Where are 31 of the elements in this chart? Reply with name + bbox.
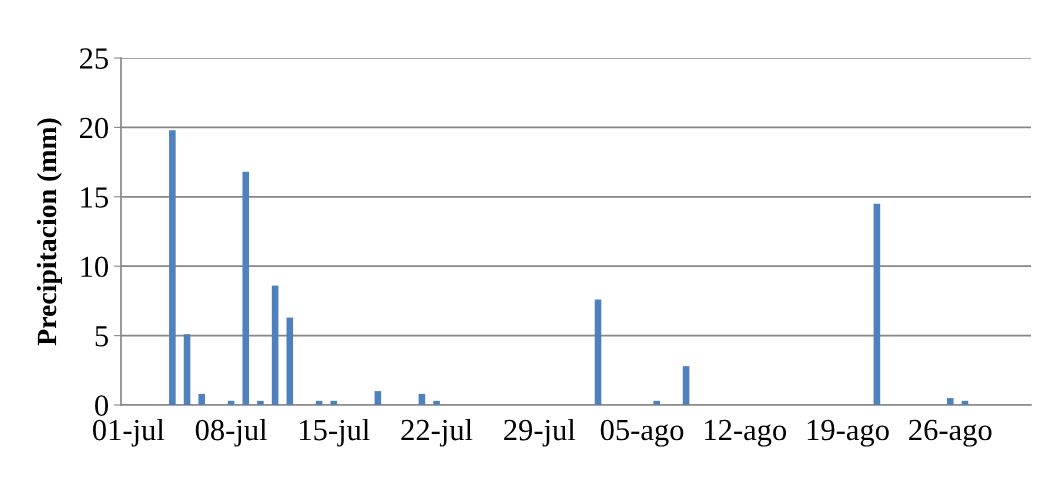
bar: [433, 400, 440, 405]
y-tick-label: 20: [79, 117, 109, 139]
bar: [169, 130, 176, 405]
x-tick-label: 05-ago: [600, 419, 684, 447]
x-tick-label: 22-jul: [401, 418, 473, 447]
y-tick-label: 10: [81, 256, 109, 278]
x-tick-label: 19-ago: [807, 419, 889, 447]
y-tick-label: 15: [81, 187, 108, 208]
y-tick-label: 5: [95, 326, 108, 347]
bar: [946, 398, 954, 405]
bar: [242, 171, 250, 405]
x-tick-label: 12-ago: [705, 419, 787, 447]
x-tick-label: 15-jul: [300, 418, 370, 447]
bar: [271, 285, 279, 405]
bar: [682, 366, 690, 405]
bar: [183, 334, 191, 405]
bar: [653, 400, 661, 405]
x-tick-label: 08-jul: [195, 418, 267, 447]
y-axis-title: Precipitacion (mm): [36, 118, 62, 346]
x-tick-label: 29-jul: [504, 418, 576, 447]
bar: [286, 317, 294, 405]
bar: [873, 203, 881, 405]
bar: [374, 391, 382, 405]
x-tick-label: 01-jul: [93, 418, 165, 447]
x-tick-label: 26-ago: [909, 419, 992, 447]
y-tick-label: 0: [95, 395, 109, 416]
bar: [257, 400, 264, 405]
bar: [418, 393, 426, 405]
y-tick-label: 25: [79, 48, 108, 69]
bar: [594, 299, 602, 405]
bar: [198, 393, 206, 405]
